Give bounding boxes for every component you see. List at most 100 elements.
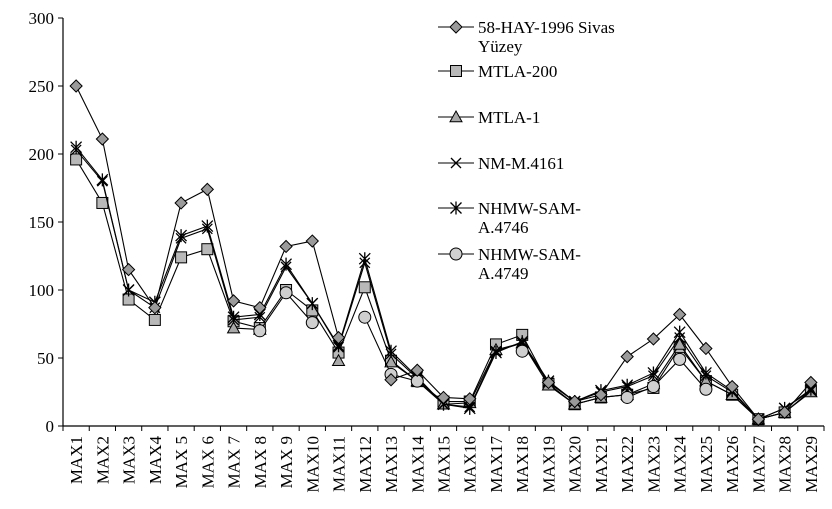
x-tick-label: MAX1 xyxy=(67,436,86,484)
data-point xyxy=(620,349,634,364)
x-tick-label: MAX19 xyxy=(539,436,558,493)
x-tick-label: MAX23 xyxy=(644,436,663,493)
data-point xyxy=(358,310,372,324)
x-tick-label: MAX18 xyxy=(513,436,532,493)
x-tick-label: MAX2 xyxy=(93,436,112,484)
x-tick-label: MAX12 xyxy=(356,436,375,493)
x-tick-label: MAX 9 xyxy=(277,436,296,488)
data-point xyxy=(725,379,739,394)
x-tick-label: MAX17 xyxy=(487,436,506,493)
x-tick-label: MAX 6 xyxy=(198,436,217,488)
data-point xyxy=(490,346,502,360)
data-point xyxy=(620,390,634,404)
legend-item: NHMW-SAM-A.4746 xyxy=(438,199,581,237)
legend-label: NHMW-SAM- xyxy=(478,199,581,218)
data-point xyxy=(279,239,293,254)
data-point xyxy=(515,344,529,358)
data-point xyxy=(280,257,293,271)
legend-marker xyxy=(449,247,463,261)
data-point xyxy=(148,313,161,326)
legend-marker xyxy=(449,20,463,34)
data-point xyxy=(541,375,556,390)
data-point xyxy=(672,307,687,322)
data-point xyxy=(331,330,346,345)
data-point xyxy=(777,405,792,420)
data-point xyxy=(253,300,267,315)
series-6 xyxy=(253,286,713,404)
data-point xyxy=(804,375,818,390)
y-tick-label: 50 xyxy=(37,349,54,368)
data-point xyxy=(227,310,240,324)
legend-label: MTLA-1 xyxy=(478,108,540,127)
x-tick-label: MAX28 xyxy=(776,436,795,493)
data-point xyxy=(358,252,371,266)
data-point xyxy=(305,234,320,248)
legend-marker xyxy=(450,65,462,77)
data-point xyxy=(148,300,162,315)
data-point xyxy=(122,283,135,297)
data-point xyxy=(463,392,477,406)
x-tick-label: MAX22 xyxy=(618,436,637,493)
x-tick-label: MAX29 xyxy=(802,436,821,493)
y-tick-label: 0 xyxy=(46,417,55,436)
data-point xyxy=(673,352,687,366)
y-tick-label: 100 xyxy=(29,281,55,300)
data-point xyxy=(279,286,293,300)
x-tick-label: MAX4 xyxy=(146,436,165,485)
data-point xyxy=(647,366,660,380)
x-tick-label: MAX25 xyxy=(697,436,716,493)
data-point xyxy=(306,297,319,311)
legend-item: MTLA-200 xyxy=(438,62,557,81)
legend-item: NHMW-SAM-A.4749 xyxy=(438,245,581,283)
data-point xyxy=(70,140,83,154)
data-point xyxy=(96,173,109,187)
data-point xyxy=(174,196,188,210)
x-tick-label: MAX13 xyxy=(382,436,401,493)
series-1 xyxy=(69,79,818,426)
data-point xyxy=(200,182,215,197)
data-point xyxy=(358,281,371,294)
data-point xyxy=(226,294,241,308)
legend-marker xyxy=(450,201,462,215)
x-tick-label: MAX15 xyxy=(435,436,454,493)
x-tick-label: MAX11 xyxy=(330,436,349,492)
data-point xyxy=(699,382,713,396)
legend-marker xyxy=(450,157,462,169)
data-point xyxy=(436,390,451,405)
data-point xyxy=(410,363,424,377)
data-point xyxy=(253,324,267,338)
data-point xyxy=(175,229,188,243)
series-line xyxy=(626,358,707,398)
x-tick-label: MAX 5 xyxy=(172,436,191,488)
data-point xyxy=(95,132,110,146)
data-point xyxy=(594,388,608,402)
legend-label: 58-HAY-1996 Sivas xyxy=(478,18,615,37)
data-point xyxy=(567,394,582,409)
data-point xyxy=(646,332,661,346)
data-point xyxy=(699,341,713,356)
legend-label: NHMW-SAM- xyxy=(478,245,581,264)
series-layer xyxy=(69,79,818,426)
y-tick-label: 250 xyxy=(29,77,55,96)
data-point xyxy=(121,262,136,277)
data-point xyxy=(201,243,214,256)
data-point xyxy=(385,344,397,358)
legend-label: A.4746 xyxy=(478,218,529,237)
legend-label: Yüzey xyxy=(478,37,523,56)
legend-label: NM-M.4161 xyxy=(478,154,564,173)
legend-label: MTLA-200 xyxy=(478,62,557,81)
data-point xyxy=(226,321,241,334)
x-tick-label: MAX26 xyxy=(723,436,742,493)
x-tick-label: MAX 8 xyxy=(251,436,270,488)
data-point xyxy=(699,366,712,380)
data-point xyxy=(305,316,319,330)
x-tick-label: MAX3 xyxy=(120,436,139,484)
data-point xyxy=(673,325,686,339)
axes: 0 50 100 150 200 250 300 MAX1 MAX2 MAX3 MAX4 MAX 5 M… xyxy=(29,9,825,493)
data-point xyxy=(201,219,214,233)
x-tick-label: MAX10 xyxy=(303,436,322,493)
x-tick-label: MAX24 xyxy=(671,436,690,493)
